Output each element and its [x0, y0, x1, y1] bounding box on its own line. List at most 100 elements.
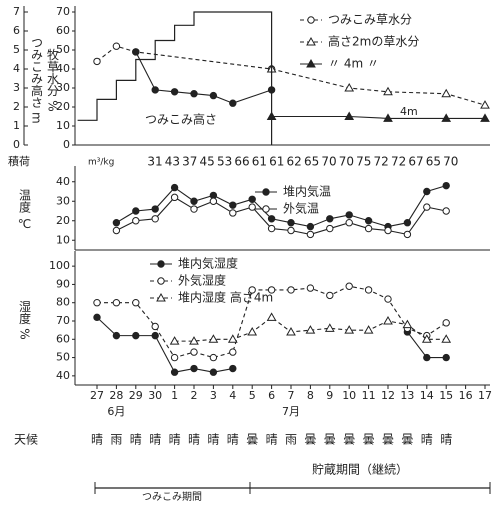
- marker: [287, 219, 295, 227]
- marker: [248, 203, 256, 211]
- marker: [262, 188, 270, 196]
- weather: 曇: [246, 433, 258, 447]
- marker: [345, 211, 353, 219]
- marker: [324, 323, 335, 332]
- x-tick-label: 29: [129, 389, 143, 402]
- marker: [344, 82, 355, 92]
- marker: [190, 205, 198, 213]
- legend-label: 堆内気温: [283, 184, 331, 199]
- marker: [208, 334, 219, 343]
- legend-label: つみこみ草水分: [328, 13, 412, 27]
- marker: [169, 336, 180, 345]
- marker: [151, 322, 159, 331]
- row-value: 62: [287, 155, 302, 169]
- x-tick-label: 6: [268, 389, 275, 402]
- weather: 晴: [227, 433, 239, 447]
- series-line: [116, 196, 447, 236]
- marker: [441, 113, 452, 122]
- weather: 晴: [207, 433, 219, 447]
- row-label: 積荷: [8, 154, 30, 168]
- row-value: 72: [391, 155, 406, 169]
- marker: [364, 217, 373, 225]
- marker: [344, 325, 355, 334]
- x-tick-label: 9: [326, 389, 333, 402]
- row-value: 70: [339, 155, 354, 169]
- marker: [156, 292, 166, 302]
- marker: [112, 331, 121, 340]
- row-value: 43: [165, 155, 180, 169]
- marker: [306, 58, 316, 68]
- series-line: [271, 115, 485, 119]
- marker: [132, 207, 140, 215]
- weather: 晴: [130, 433, 142, 447]
- y-tick-label: 80: [56, 296, 70, 309]
- weather: 晴: [169, 433, 181, 447]
- row-value: 67: [408, 155, 423, 169]
- y-tick-label: 70: [56, 5, 70, 18]
- row-value: 70: [321, 155, 336, 169]
- row-value: 72: [374, 155, 389, 169]
- row-value: 37: [182, 155, 197, 169]
- y-tick-label: 50: [56, 43, 70, 56]
- y2-tick-label: 5: [13, 43, 20, 56]
- x-tick-label: 17: [478, 389, 492, 402]
- weather: 曇: [401, 433, 413, 447]
- y2-title: つみこみ高さ m: [30, 36, 44, 124]
- marker: [151, 205, 159, 213]
- marker: [247, 326, 258, 336]
- marker: [267, 215, 276, 223]
- row-value: 31: [147, 155, 162, 169]
- legend-label: 外気温: [283, 201, 319, 216]
- weather: 晴: [421, 433, 433, 447]
- marker: [229, 209, 237, 217]
- weather: 曇: [324, 433, 336, 447]
- marker: [441, 88, 452, 98]
- row-value: 70: [443, 155, 458, 169]
- row-value: 65: [304, 155, 319, 169]
- y-tick-label: 10: [56, 233, 70, 246]
- y2-tick-label: 7: [13, 5, 20, 18]
- marker: [383, 86, 393, 96]
- y-tick-label: 40: [56, 369, 70, 382]
- y-tick-label: 30: [56, 194, 70, 207]
- marker: [227, 334, 238, 343]
- x-tick-label: 10: [342, 389, 356, 402]
- marker: [112, 42, 121, 50]
- x-tick-label: 15: [439, 389, 453, 402]
- marker: [190, 364, 198, 373]
- marker: [306, 36, 316, 46]
- marker: [157, 277, 165, 285]
- x-tick-label: 7: [288, 389, 295, 402]
- marker: [344, 111, 355, 120]
- period-label: 貯蔵期間（継続）: [312, 462, 408, 477]
- x-tick-label: 3: [210, 389, 217, 402]
- y-title: 温度 ℃: [18, 189, 32, 231]
- x-tick-label: 5: [249, 389, 256, 402]
- x-tick-label: 8: [307, 389, 314, 402]
- marker: [383, 113, 393, 122]
- weather: 晴: [91, 433, 103, 447]
- marker: [421, 334, 432, 343]
- marker: [441, 334, 452, 343]
- x-tick-label: 30: [148, 389, 162, 402]
- marker: [157, 260, 165, 268]
- y-title: 湿度 %: [18, 299, 32, 340]
- y2-tick-label: 3: [13, 81, 20, 94]
- marker: [306, 284, 315, 292]
- marker: [384, 226, 392, 235]
- y-tick-label: 60: [56, 24, 70, 37]
- x-tick-label: 16: [459, 389, 473, 402]
- step-line: [77, 11, 273, 145]
- y2-tick-label: 6: [13, 24, 20, 37]
- marker: [287, 286, 295, 294]
- marker: [170, 193, 179, 202]
- marker: [266, 312, 277, 321]
- x-tick-label: 2: [191, 389, 198, 402]
- marker: [306, 222, 315, 231]
- marker: [402, 319, 413, 329]
- series-line: [96, 316, 447, 373]
- marker: [248, 286, 256, 294]
- marker: [364, 224, 373, 233]
- marker: [480, 113, 490, 122]
- marker: [326, 215, 334, 223]
